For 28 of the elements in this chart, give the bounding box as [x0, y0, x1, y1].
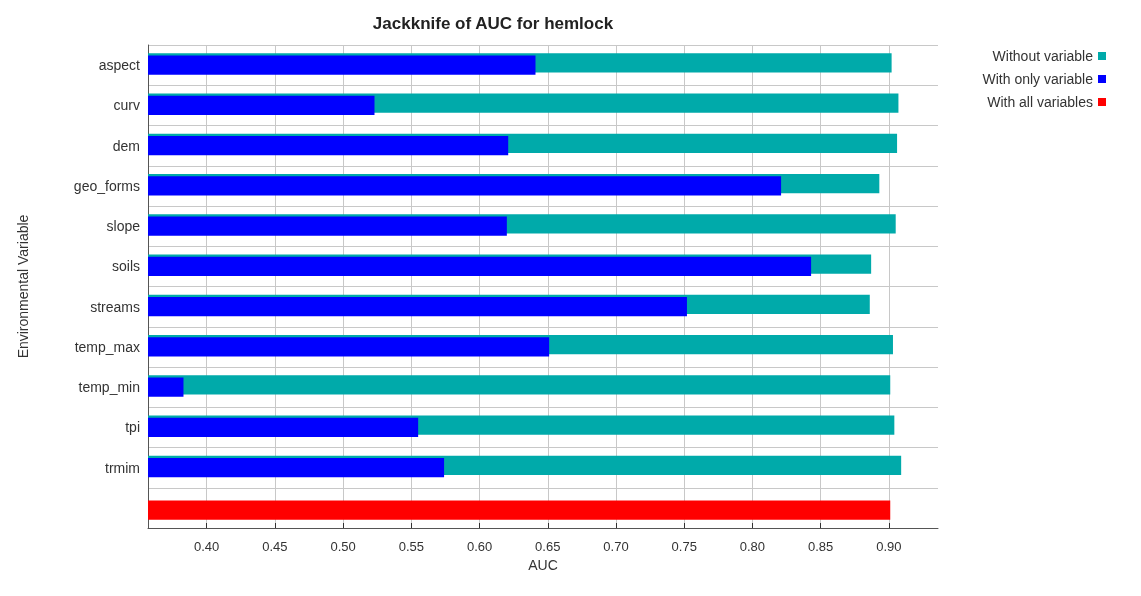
y-tick-label: streams: [90, 298, 140, 315]
y-tick-label: soils: [111, 258, 140, 275]
x-tick-label: 0.45: [262, 539, 288, 554]
legend-label: With all variables: [987, 94, 1093, 110]
x-tick-label: 0.55: [398, 539, 424, 554]
y-tick-label: temp_min: [78, 379, 140, 396]
y-tick-label: trmim: [105, 459, 140, 476]
legend-label: Without variable: [992, 48, 1094, 64]
y-tick-label: curv: [113, 97, 140, 114]
x-tick-label: 0.40: [194, 539, 220, 554]
y-tick-label: temp_max: [74, 338, 140, 355]
x-tick-label: 0.50: [330, 539, 356, 554]
x-tick-label: 0.70: [603, 539, 629, 554]
x-tick-label: 0.75: [671, 539, 697, 554]
x-tick-label: 0.65: [535, 539, 561, 554]
chart-title: Jackknife of AUC for hemlock: [372, 14, 614, 33]
x-tick-label: 0.60: [466, 539, 493, 554]
y-tick-label: slope: [106, 218, 141, 235]
y-tick-label: geo_forms: [73, 177, 140, 194]
y-tick-label: aspect: [98, 57, 141, 74]
y-tick-label: tpi: [125, 419, 140, 436]
x-tick-label: 0.85: [808, 539, 834, 554]
x-axis-title: AUC: [528, 557, 558, 573]
legend-label: With only variable: [982, 71, 1094, 87]
x-tick-label: 0.90: [876, 539, 902, 554]
y-axis-title: Environmental Variable: [15, 214, 31, 359]
x-tick-label: 0.80: [739, 539, 766, 554]
y-tick-label: dem: [112, 137, 140, 154]
